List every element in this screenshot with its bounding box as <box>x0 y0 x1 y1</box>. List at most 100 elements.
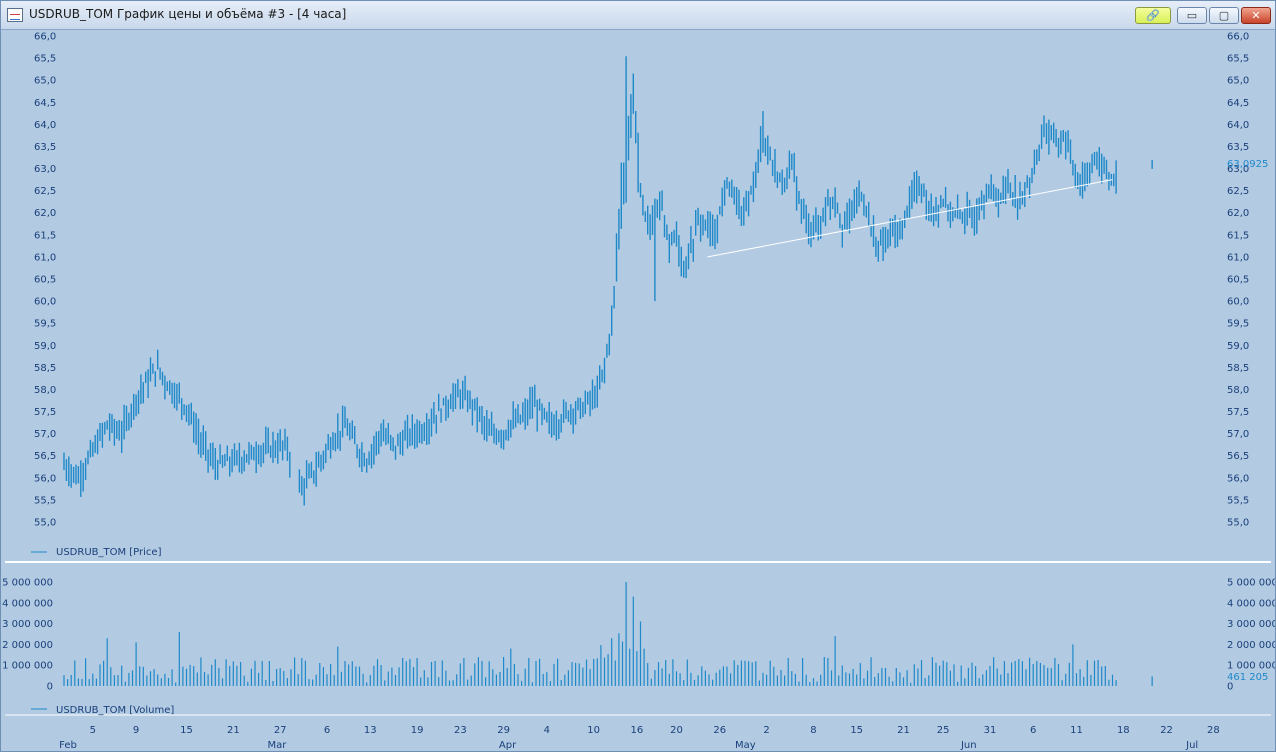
price-y-tick-right: 64,5 <box>1227 98 1249 109</box>
volume-last-value: 461 205 <box>1227 672 1268 683</box>
price-y-tick-right: 59,5 <box>1227 319 1249 330</box>
volume-y-tick-left: 3 000 000 <box>2 619 53 630</box>
price-y-tick-left: 57,5 <box>34 407 56 418</box>
volume-y-tick-right: 1 000 000 <box>1227 661 1275 672</box>
x-tick-day: 16 <box>631 725 644 736</box>
price-y-tick-left: 62,5 <box>34 186 56 197</box>
x-tick-day: 20 <box>670 725 683 736</box>
price-y-tick-right: 58,5 <box>1227 363 1249 374</box>
price-y-tick-left: 59,5 <box>34 319 56 330</box>
volume-y-tick-left: 1 000 000 <box>2 661 53 672</box>
price-y-tick-right: 55,5 <box>1227 495 1249 506</box>
volume-y-tick-right: 2 000 000 <box>1227 640 1275 651</box>
volume-y-tick-left: 2 000 000 <box>2 640 53 651</box>
chart-app-icon[interactable] <box>7 8 23 22</box>
price-y-tick-right: 64,0 <box>1227 120 1249 131</box>
x-tick-day: 29 <box>497 725 510 736</box>
price-y-tick-left: 58,0 <box>34 385 56 396</box>
x-tick-month: Jun <box>960 740 977 751</box>
price-y-tick-right: 63,0 <box>1227 164 1249 175</box>
price-y-tick-left: 62,0 <box>34 208 56 219</box>
x-tick-day: 27 <box>274 725 287 736</box>
volume-legend[interactable]: USDRUB_TOM [Volume] <box>56 705 174 716</box>
price-y-tick-left: 64,5 <box>34 98 56 109</box>
price-y-tick-left: 57,0 <box>34 429 56 440</box>
x-tick-day: 15 <box>850 725 863 736</box>
price-y-tick-right: 59,0 <box>1227 341 1249 352</box>
price-y-tick-right: 57,0 <box>1227 429 1249 440</box>
minimize-button[interactable]: ▭ <box>1177 7 1207 24</box>
price-y-tick-right: 60,0 <box>1227 297 1249 308</box>
x-tick-day: 22 <box>1160 725 1173 736</box>
price-y-tick-left: 63,5 <box>34 142 56 153</box>
x-tick-day: 4 <box>544 725 550 736</box>
price-y-tick-right: 62,0 <box>1227 208 1249 219</box>
volume-y-tick-left: 0 <box>47 682 53 693</box>
volume-y-tick-left: 5 000 000 <box>2 578 53 589</box>
x-tick-day: 28 <box>1207 725 1220 736</box>
price-y-tick-left: 60,5 <box>34 275 56 286</box>
x-tick-day: 13 <box>364 725 377 736</box>
close-button[interactable]: ✕ <box>1241 7 1271 24</box>
x-tick-day: 6 <box>324 725 330 736</box>
price-y-tick-left: 65,5 <box>34 54 56 65</box>
price-y-tick-left: 60,0 <box>34 297 56 308</box>
x-tick-day: 23 <box>454 725 467 736</box>
price-y-tick-right: 56,0 <box>1227 473 1249 484</box>
price-y-tick-left: 65,0 <box>34 76 56 87</box>
price-volume-chart[interactable]: 55,0 55,0 55,5 55,5 56,0 56,0 56,5 56,5 57,0 57,0… <box>1 29 1275 752</box>
volume-y-tick-right: 4 000 000 <box>1227 598 1275 609</box>
x-tick-month: Feb <box>59 740 77 751</box>
price-y-tick-right: 62,5 <box>1227 186 1249 197</box>
volume-y-tick-right: 3 000 000 <box>1227 619 1275 630</box>
price-y-tick-right: 65,5 <box>1227 54 1249 65</box>
price-y-tick-right: 60,5 <box>1227 275 1249 286</box>
x-tick-day: 5 <box>90 725 96 736</box>
price-y-tick-right: 61,0 <box>1227 252 1249 263</box>
x-tick-day: 15 <box>180 725 193 736</box>
price-last-value: 63,0925 <box>1227 159 1268 170</box>
x-tick-day: 10 <box>587 725 600 736</box>
x-tick-day: 18 <box>1117 725 1130 736</box>
price-y-tick-right: 58,0 <box>1227 385 1249 396</box>
price-y-tick-left: 55,5 <box>34 495 56 506</box>
x-tick-day: 25 <box>937 725 950 736</box>
price-y-tick-left: 55,0 <box>34 518 56 529</box>
price-y-tick-right: 56,5 <box>1227 451 1249 462</box>
x-tick-day: 11 <box>1070 725 1083 736</box>
price-y-tick-left: 56,5 <box>34 451 56 462</box>
volume-y-tick-left: 4 000 000 <box>2 598 53 609</box>
price-y-tick-left: 61,5 <box>34 230 56 241</box>
price-y-tick-left: 64,0 <box>34 120 56 131</box>
volume-y-tick-right: 5 000 000 <box>1227 578 1275 589</box>
x-tick-day: 9 <box>133 725 139 736</box>
price-y-tick-right: 61,5 <box>1227 230 1249 241</box>
x-tick-day: 21 <box>897 725 910 736</box>
x-tick-day: 6 <box>1030 725 1036 736</box>
price-y-tick-left: 58,5 <box>34 363 56 374</box>
price-y-tick-left: 66,0 <box>34 32 56 43</box>
volume-y-tick-right: 0 <box>1227 682 1233 693</box>
maximize-button[interactable]: ▢ <box>1209 7 1239 24</box>
x-tick-month: Apr <box>499 740 517 751</box>
trendline[interactable] <box>707 179 1113 258</box>
x-tick-month: Mar <box>268 740 288 751</box>
price-y-tick-right: 63,5 <box>1227 142 1249 153</box>
x-tick-day: 8 <box>810 725 816 736</box>
link-icon[interactable]: 🔗 <box>1135 7 1171 24</box>
price-y-tick-right: 55,0 <box>1227 518 1249 529</box>
price-y-tick-left: 59,0 <box>34 341 56 352</box>
title-bar[interactable]: USDRUB_TOM График цены и объёма #3 - [4 … <box>1 1 1275 30</box>
price-y-tick-left: 61,0 <box>34 252 56 263</box>
price-y-tick-left: 63,0 <box>34 164 56 175</box>
price-y-tick-left: 56,0 <box>34 473 56 484</box>
price-legend[interactable]: USDRUB_TOM [Price] <box>56 547 162 558</box>
x-tick-day: 19 <box>411 725 424 736</box>
window-title: USDRUB_TOM График цены и объёма #3 - [4 … <box>29 7 347 21</box>
x-tick-month: Jul <box>1185 740 1198 751</box>
x-tick-day: 31 <box>984 725 997 736</box>
price-y-tick-right: 57,5 <box>1227 407 1249 418</box>
x-tick-day: 2 <box>763 725 769 736</box>
price-y-tick-right: 65,0 <box>1227 76 1249 87</box>
